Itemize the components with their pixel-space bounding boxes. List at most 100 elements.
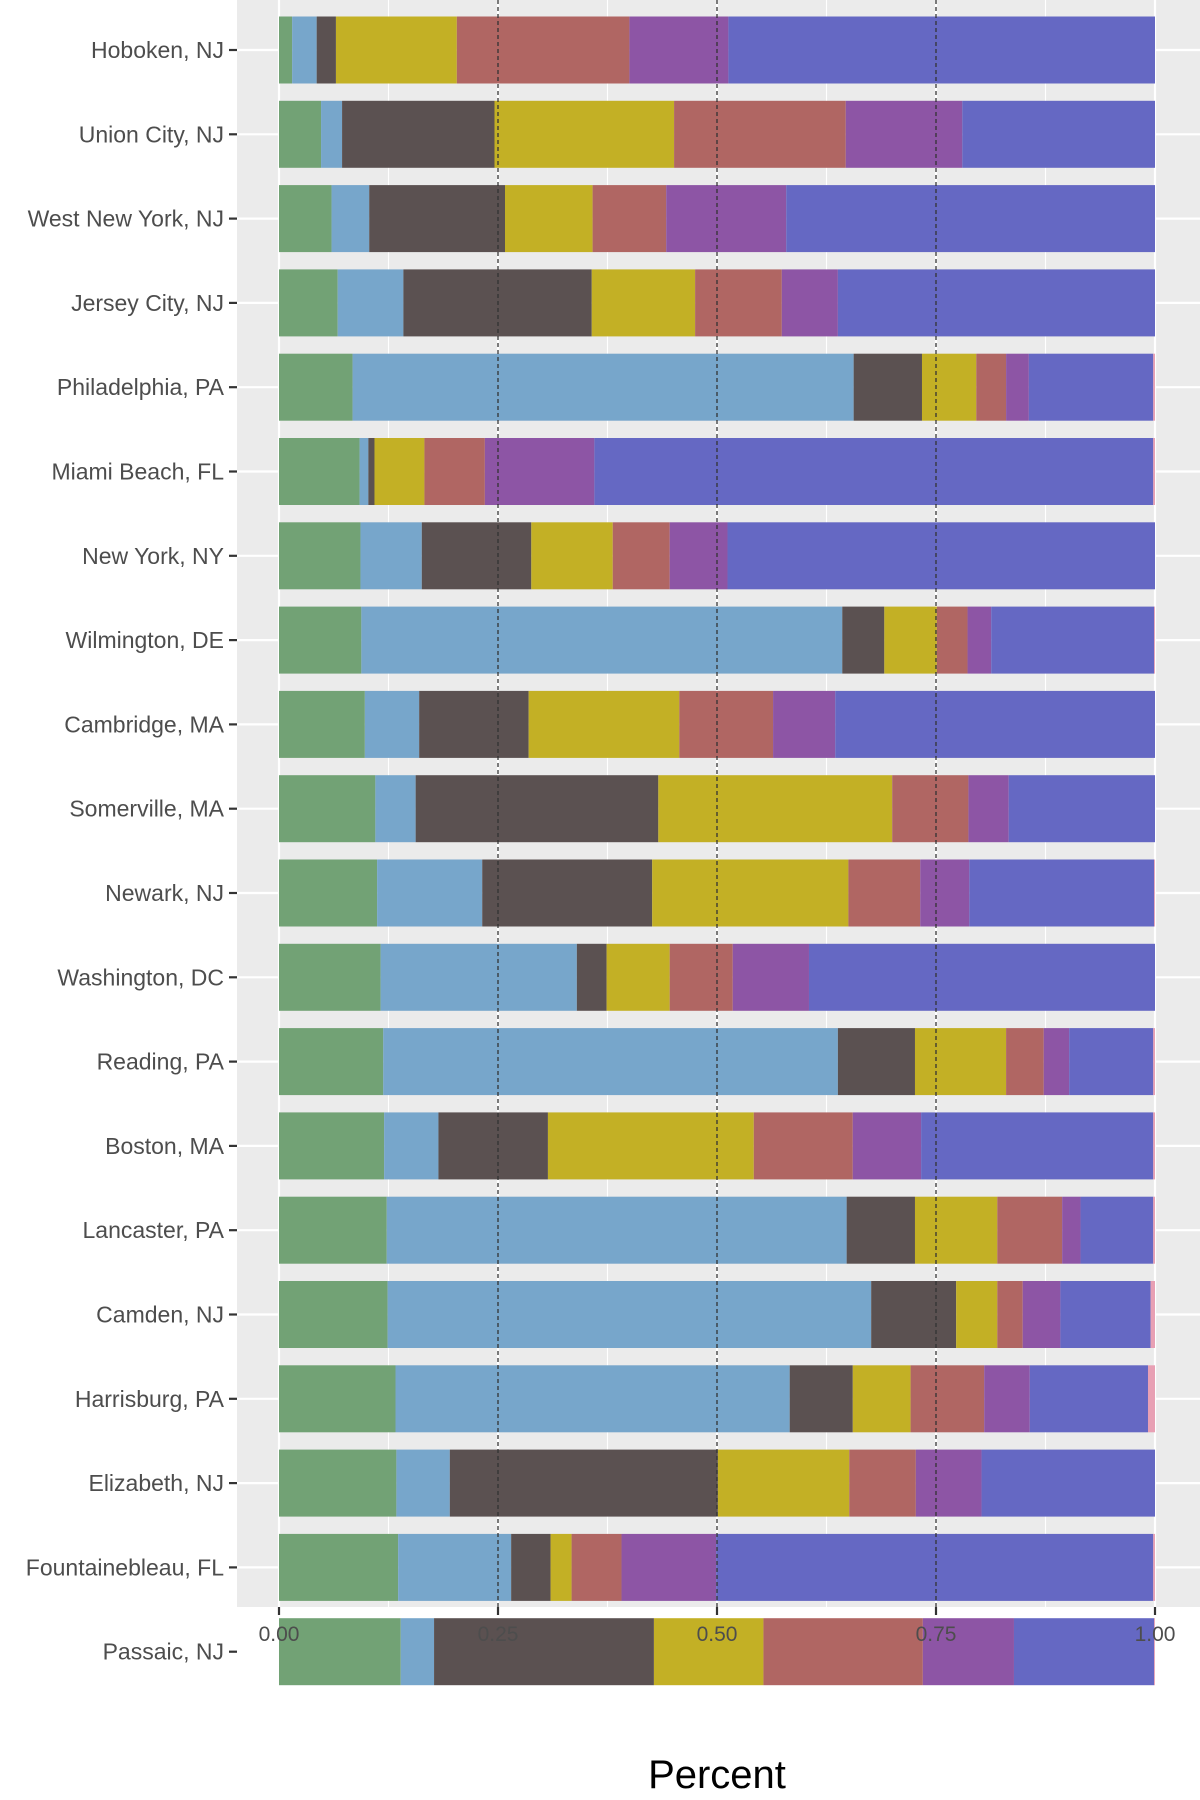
y-tick-label: New York, NY <box>82 543 224 569</box>
bar-segment <box>1029 1365 1148 1433</box>
bar-segment <box>438 1112 548 1180</box>
bar-segment <box>1153 1028 1155 1096</box>
bar-segment <box>400 1618 435 1686</box>
bar-segment <box>1062 1196 1081 1264</box>
y-tick-label: Union City, NJ <box>79 121 224 147</box>
bar-segment <box>279 353 353 421</box>
bar-segment <box>728 16 1155 84</box>
bar-segment <box>1028 353 1154 421</box>
bar-segment <box>1008 775 1155 843</box>
bar-segment <box>991 606 1155 674</box>
bar-segment <box>279 1618 401 1686</box>
bar-segment <box>279 100 322 168</box>
bar-segment <box>424 438 485 505</box>
bar-segment <box>837 269 1155 337</box>
bar-segment <box>494 100 675 168</box>
bar-segment <box>360 522 422 590</box>
bar-segment <box>981 1449 1155 1517</box>
bar-segment <box>786 185 1155 253</box>
bar-segment <box>669 943 733 1011</box>
bar-segment <box>1022 1281 1061 1348</box>
bar-segment <box>962 100 1155 168</box>
x-tick-label: 0.25 <box>478 1623 519 1646</box>
bar-segment <box>997 1281 1023 1348</box>
bar-segment <box>375 775 416 843</box>
bar-segment <box>1154 859 1155 927</box>
bar-segment <box>976 353 1007 421</box>
bar-segment <box>914 1196 998 1264</box>
bar-segment <box>652 859 849 927</box>
bar-segment <box>763 1618 923 1686</box>
bar-segment <box>316 16 336 84</box>
bar-segment <box>279 185 332 253</box>
y-tick-label: Washington, DC <box>57 964 224 990</box>
bar-segment <box>837 1028 915 1096</box>
x-tick-label: 0.50 <box>697 1623 738 1646</box>
bar-segment <box>1153 438 1155 505</box>
bar-segment <box>591 269 696 337</box>
y-tick-label: Passaic, NJ <box>103 1639 224 1665</box>
bar-segment <box>386 1196 847 1264</box>
bar-segment <box>368 438 375 505</box>
bar-segment <box>511 1533 551 1601</box>
bar-segment <box>753 1112 853 1180</box>
bar-segment <box>279 438 360 505</box>
bar-segment <box>848 859 921 927</box>
y-tick-label: Miami Beach, FL <box>51 459 224 485</box>
y-tick-label: Philadelphia, PA <box>57 374 225 400</box>
y-tick-label: Cambridge, MA <box>64 711 224 737</box>
bar-segment <box>419 690 529 758</box>
bar-segment <box>377 859 483 927</box>
bar-segment <box>910 1365 985 1433</box>
bar-segment <box>456 16 630 84</box>
y-tick-label: Reading, PA <box>97 1049 225 1075</box>
y-tick-label: Somerville, MA <box>69 796 224 822</box>
bar-segment <box>1154 1618 1155 1686</box>
y-tick-label: Fountainebleau, FL <box>26 1554 224 1580</box>
y-tick-label: Hoboken, NJ <box>91 37 224 63</box>
bar-segment <box>835 690 1155 758</box>
bar-segment <box>621 1533 717 1601</box>
bar-segment <box>482 859 653 927</box>
bar-segment <box>398 1533 512 1601</box>
bar-segment <box>337 269 404 337</box>
bar-segment <box>434 1618 654 1686</box>
bar-segment <box>279 269 338 337</box>
bar-segment <box>1150 1281 1155 1348</box>
bar-segment <box>279 522 361 590</box>
bar-segment <box>936 606 968 674</box>
bar-segment <box>571 1533 622 1601</box>
bar-segment <box>789 1365 853 1433</box>
bar-segment <box>505 185 593 253</box>
y-tick-label: Camden, NJ <box>96 1302 224 1328</box>
bar-segment <box>727 522 1155 590</box>
bar-segment <box>967 606 992 674</box>
bar-segment <box>1013 1618 1155 1686</box>
bar-segment <box>606 943 670 1011</box>
bar-segment <box>380 943 577 1011</box>
bar-segment <box>808 943 1155 1011</box>
y-tick-label: Wilmington, DE <box>66 627 224 653</box>
y-tick-label: West New York, NJ <box>28 206 224 232</box>
bar-segment <box>922 1618 1014 1686</box>
bar-segment <box>279 1449 397 1517</box>
bar-segment <box>279 16 293 84</box>
bar-segment <box>576 943 607 1011</box>
bar-segment <box>279 1533 399 1601</box>
bar-segment <box>1060 1281 1151 1348</box>
bar-segment <box>1154 606 1155 674</box>
bar-segment <box>1147 1365 1155 1433</box>
bar-segment <box>1069 1028 1154 1096</box>
bar-segment <box>732 943 809 1011</box>
bar-segment <box>653 1618 764 1686</box>
x-tick-label: 0.00 <box>259 1623 300 1646</box>
bar-segment <box>773 690 836 758</box>
bar-segment <box>674 100 846 168</box>
reference-lines <box>497 0 937 1607</box>
bar-segment <box>279 1281 388 1348</box>
bar-segment <box>331 185 370 253</box>
y-tick-label: Elizabeth, NJ <box>88 1470 224 1496</box>
bar-segment <box>279 943 381 1011</box>
bar-segment <box>852 1365 911 1433</box>
bar-segment <box>292 16 317 84</box>
